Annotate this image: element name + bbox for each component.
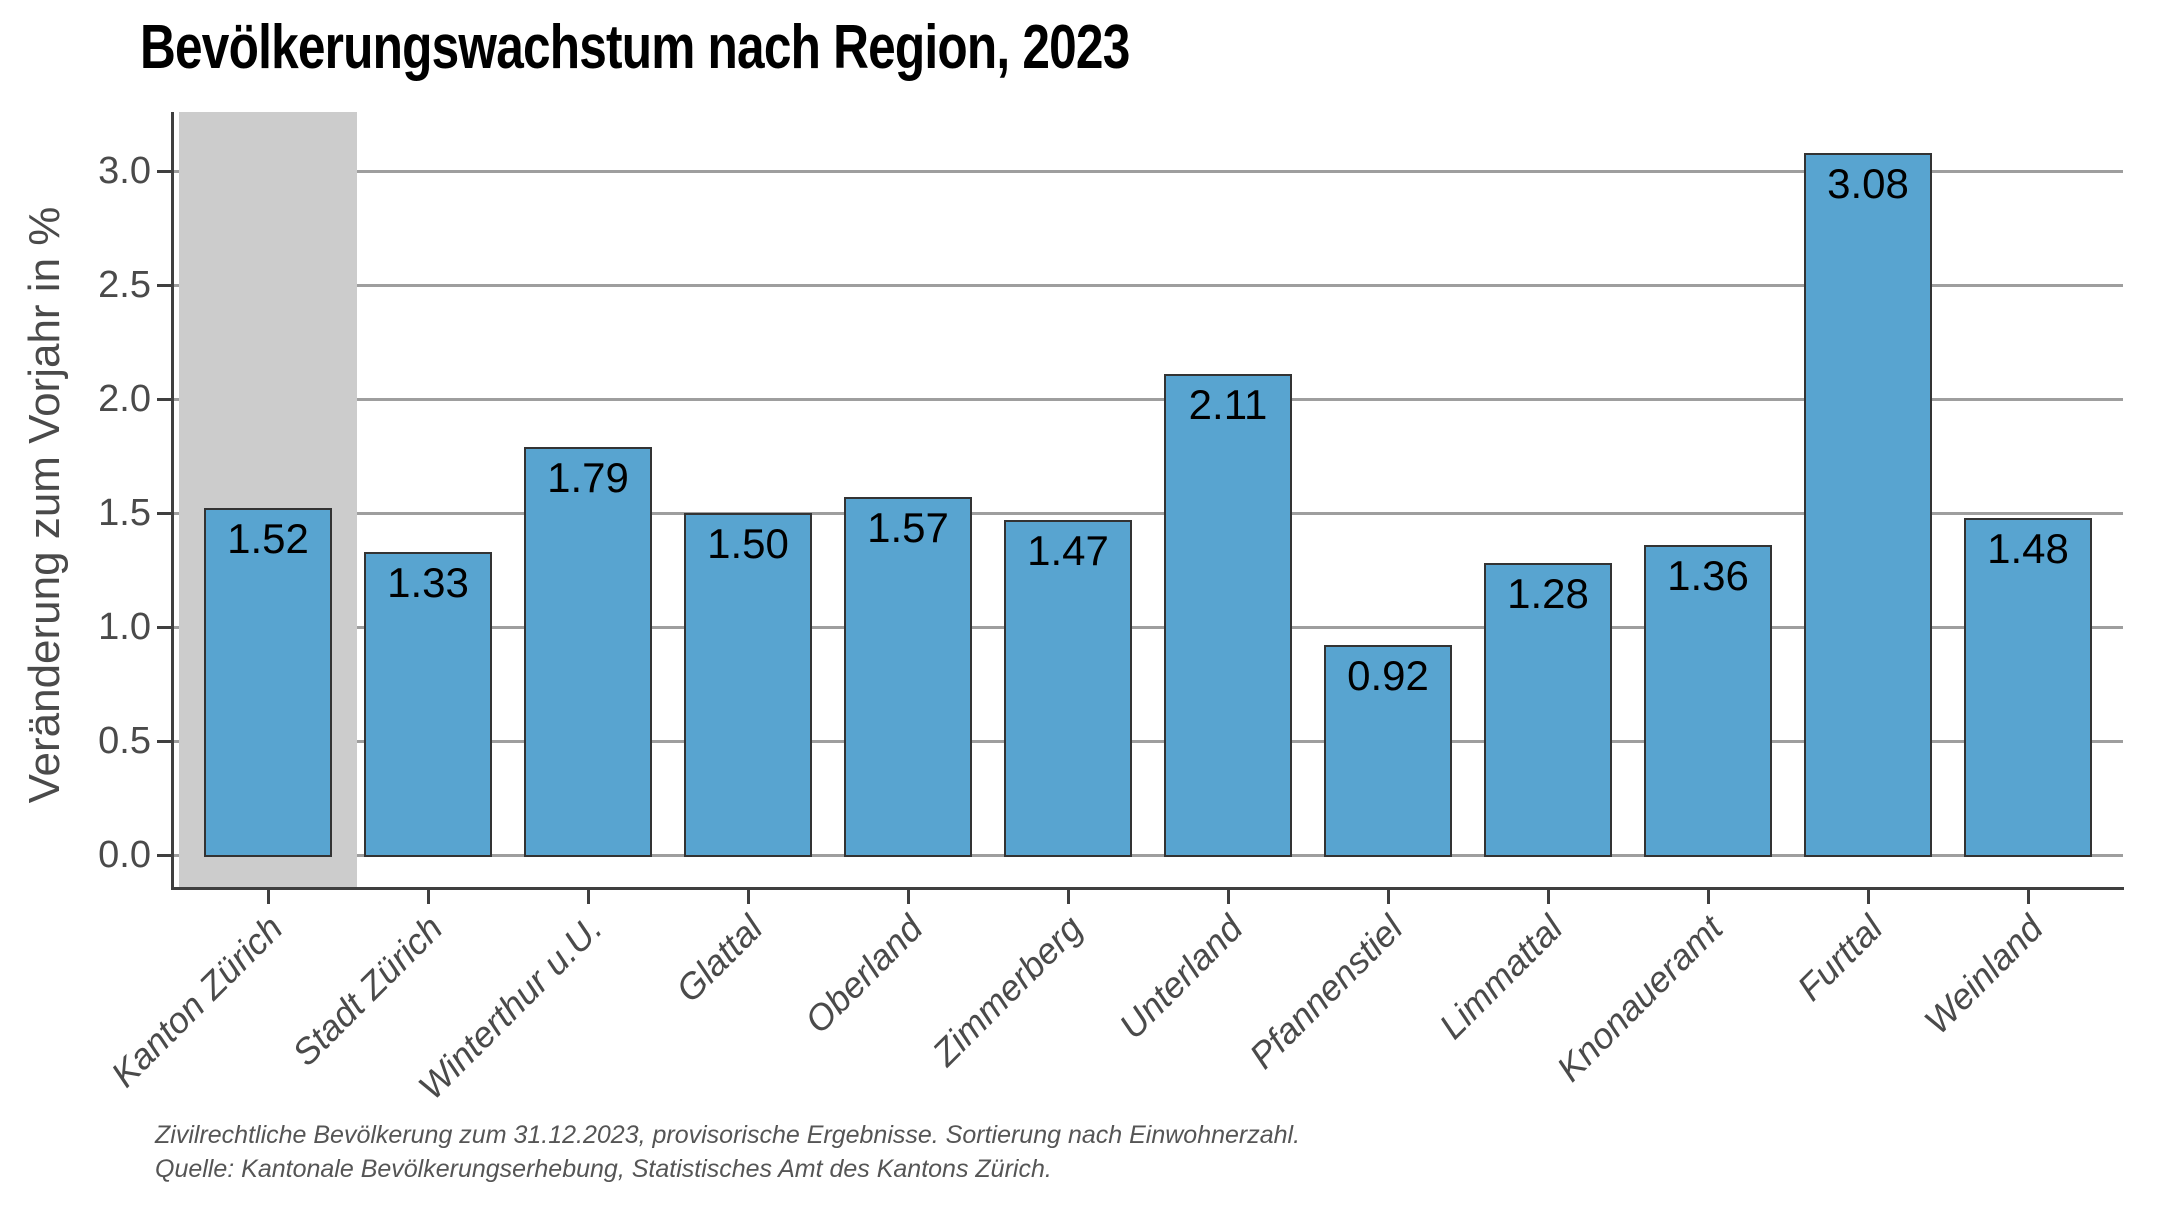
bar-value-label: 2.11 — [1188, 381, 1268, 428]
x-tick-label: Pfannenstiel — [1241, 907, 1411, 1077]
y-tick-label: 2.5 — [98, 264, 151, 306]
x-axis-line — [171, 887, 2124, 890]
x-tick-label: Knonaueramt — [1548, 907, 1731, 1090]
bar — [524, 447, 652, 857]
bar — [844, 497, 972, 857]
bar — [1644, 545, 1772, 857]
y-axis-line — [171, 112, 174, 890]
bar-value-label: 1.28 — [1507, 570, 1589, 617]
y-tick-label: 3.0 — [98, 150, 151, 192]
y-gridline — [172, 854, 2123, 857]
x-tick-label: Unterland — [1110, 907, 1251, 1047]
y-gridline — [172, 740, 2123, 743]
x-tick-label: Oberland — [796, 907, 931, 1042]
y-tick-mark — [157, 626, 171, 629]
bar — [1164, 374, 1292, 857]
x-tick-mark — [587, 890, 590, 904]
y-tick-mark — [157, 284, 171, 287]
x-tick-mark — [2027, 890, 2030, 904]
y-tick-mark — [157, 854, 171, 857]
x-tick-label: Limmattal — [1430, 907, 1571, 1047]
x-tick-mark — [1387, 890, 1390, 904]
y-tick-mark — [157, 740, 171, 743]
footnote-line-1: Zivilrechtliche Bevölkerung zum 31.12.20… — [155, 1121, 1301, 1149]
bar — [1804, 153, 1932, 857]
y-tick-label: 1.5 — [98, 492, 151, 534]
x-tick-mark — [1547, 890, 1550, 904]
y-tick-mark — [157, 170, 171, 173]
x-tick-label: Zimmerberg — [924, 907, 1091, 1074]
x-tick-mark — [1867, 890, 1870, 904]
bar-value-label: 1.50 — [707, 520, 789, 567]
y-tick-label: 0.0 — [98, 834, 151, 876]
x-tick-label: Weinland — [1915, 907, 2051, 1042]
x-tick-label: Stadt Zürich — [284, 907, 451, 1074]
bar-value-label: 3.08 — [1827, 160, 1909, 207]
bar-value-label: 1.79 — [547, 454, 629, 501]
bar-value-label: 1.33 — [387, 559, 469, 606]
x-tick-mark — [1067, 890, 1070, 904]
y-tick-label: 0.5 — [98, 720, 151, 762]
y-gridline — [172, 170, 2123, 173]
x-tick-mark — [1707, 890, 1710, 904]
footnote-line-2: Quelle: Kantonale Bevölkerungserhebung, … — [155, 1155, 1052, 1183]
bar — [1324, 645, 1452, 857]
y-tick-label: 1.0 — [98, 606, 151, 648]
bar-value-label: 1.48 — [1987, 525, 2069, 572]
x-tick-label: Kanton Zürich — [102, 907, 291, 1095]
chart-title: Bevölkerungswachstum nach Region, 2023 — [140, 13, 1130, 82]
x-tick-mark — [1227, 890, 1230, 904]
bar-value-label: 0.92 — [1347, 652, 1429, 699]
y-gridline — [172, 284, 2123, 287]
y-tick-mark — [157, 512, 171, 515]
y-gridline — [172, 398, 2123, 401]
bar — [1484, 563, 1612, 857]
bar-value-label: 1.57 — [867, 504, 949, 551]
y-gridline — [172, 626, 2123, 629]
y-tick-mark — [157, 398, 171, 401]
bar — [364, 552, 492, 857]
y-tick-label: 2.0 — [98, 378, 151, 420]
bar-value-label: 1.52 — [227, 515, 309, 562]
x-tick-label: Glattal — [667, 907, 771, 1010]
footnote: Zivilrechtliche Bevölkerung zum 31.12.20… — [155, 1118, 1300, 1186]
bar — [684, 513, 812, 857]
x-tick-mark — [747, 890, 750, 904]
x-tick-mark — [907, 890, 910, 904]
x-tick-label: Furttal — [1789, 907, 1891, 1009]
y-gridline — [172, 512, 2123, 515]
bar-value-label: 1.36 — [1667, 552, 1749, 599]
bar-value-label: 1.47 — [1027, 527, 1109, 574]
x-tick-mark — [267, 890, 270, 904]
bar — [1004, 520, 1132, 857]
bar — [1964, 518, 2092, 857]
x-tick-mark — [427, 890, 430, 904]
bar — [204, 508, 332, 857]
